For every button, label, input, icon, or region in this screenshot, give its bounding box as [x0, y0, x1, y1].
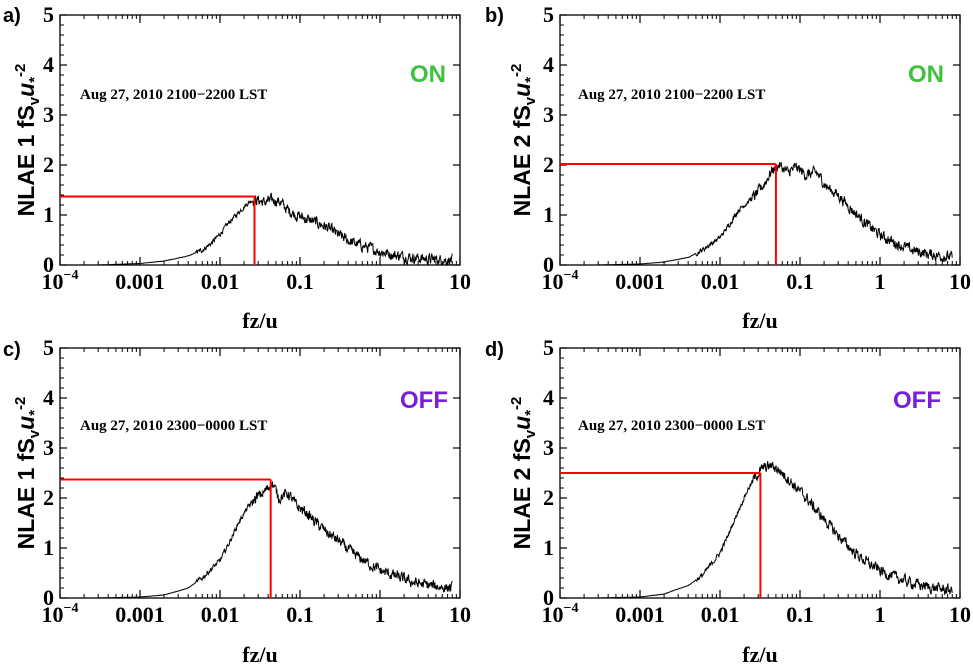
y-tick-label: 4 — [43, 385, 54, 410]
x-tick-label: 0.1 — [286, 269, 314, 294]
x-axis-label: fz/u — [242, 642, 277, 667]
x-tick-label: 0.001 — [115, 269, 165, 294]
y-tick-label: 0 — [543, 585, 554, 610]
x-tick-label: 0.001 — [115, 602, 165, 627]
x-axis-label: fz/u — [742, 308, 777, 333]
y-axis-label: NLAE 2 fSvu*-2 — [508, 64, 539, 217]
x-tick-label: 1 — [875, 602, 886, 627]
x-tick-label: 1 — [375, 602, 386, 627]
y-tick-label: 3 — [43, 102, 54, 127]
y-tick-label: 3 — [543, 435, 554, 460]
x-tick-label: 0.1 — [286, 602, 314, 627]
y-axis-label: NLAE 1 fSvu*-2 — [12, 397, 43, 550]
y-tick-label: 2 — [43, 152, 54, 177]
chart-panel-1: 0 1 2 3 4 5 10−4 0.001 0.01 0.1 1 10 fz/u NLAE 1 fSvu… — [3, 2, 471, 333]
x-tick-label: 0.01 — [201, 269, 240, 294]
x-tick-label: 10−4 — [42, 268, 79, 294]
x-tick-label: 0.1 — [786, 269, 814, 294]
chart-panel-2: 0 1 2 3 4 5 10−4 0.001 0.01 0.1 1 10 fz/u NLAE 2 fSvu… — [485, 2, 971, 333]
y-tick-label: 0 — [43, 585, 54, 610]
x-tick-label: 0.01 — [701, 269, 740, 294]
x-tick-label: 0.001 — [615, 269, 665, 294]
chart-panel-4: 0 1 2 3 4 5 10−4 0.001 0.01 0.1 1 10 fz/u NLAE 2 fSvu… — [485, 335, 971, 667]
y-tick-label: 5 — [43, 2, 54, 27]
y-tick-label: 5 — [543, 2, 554, 27]
plot-frame — [59, 347, 461, 599]
state-label: OFF — [893, 387, 941, 414]
y-axis-label: NLAE 1 fSvu*-2 — [12, 64, 43, 217]
date-annotation: Aug 27, 2010 2100−2200 LST — [578, 87, 765, 103]
x-tick-label: 0.1 — [786, 602, 814, 627]
y-axis-label: NLAE 2 fSvu*-2 — [508, 397, 539, 550]
x-tick-label: 10 — [449, 269, 471, 294]
y-tick-label: 0 — [543, 252, 554, 277]
x-tick-label: 1 — [875, 269, 886, 294]
plot-frame — [59, 14, 461, 266]
chart-panel-3: 0 1 2 3 4 5 10−4 0.001 0.01 0.1 1 10 fz/u NLAE 1 fSvu… — [3, 335, 471, 667]
y-tick-label: 2 — [43, 485, 54, 510]
panel-label: b) — [485, 5, 504, 27]
x-tick-label: 10 — [449, 602, 471, 627]
x-tick-label: 10−4 — [42, 601, 79, 627]
y-tick-label: 2 — [543, 152, 554, 177]
y-tick-label: 5 — [543, 335, 554, 360]
y-tick-label: 4 — [543, 52, 554, 77]
state-label: OFF — [400, 387, 448, 414]
plot-frame — [559, 14, 961, 266]
state-label: ON — [908, 61, 944, 88]
state-label: ON — [410, 61, 446, 88]
x-tick-label: 10 — [949, 269, 971, 294]
x-tick-label: 0.01 — [701, 602, 740, 627]
y-tick-label: 5 — [43, 335, 54, 360]
spectrum-line — [98, 481, 453, 599]
y-tick-label: 4 — [543, 385, 554, 410]
date-annotation: Aug 27, 2010 2300−0000 LST — [80, 418, 267, 434]
y-tick-label: 1 — [543, 535, 554, 560]
y-tick-label: 3 — [543, 102, 554, 127]
x-tick-label: 10 — [949, 602, 971, 627]
x-tick-label: 1 — [375, 269, 386, 294]
spectrum-line — [598, 460, 953, 599]
panel-label: c) — [3, 339, 21, 361]
y-tick-label: 0 — [43, 252, 54, 277]
panel-label: d) — [485, 339, 504, 361]
date-annotation: Aug 27, 2010 2300−0000 LST — [578, 418, 765, 434]
x-axis-label: fz/u — [742, 642, 777, 667]
y-tick-label: 2 — [543, 485, 554, 510]
y-tick-label: 1 — [543, 202, 554, 227]
x-tick-label: 0.01 — [201, 602, 240, 627]
y-tick-label: 1 — [43, 535, 54, 560]
x-tick-label: 0.001 — [615, 602, 665, 627]
y-tick-label: 4 — [43, 52, 54, 77]
spectrum-line — [98, 192, 453, 267]
x-axis-label: fz/u — [242, 308, 277, 333]
date-annotation: Aug 27, 2010 2100−2200 LST — [80, 87, 267, 103]
y-tick-label: 3 — [43, 435, 54, 460]
x-tick-label: 10−4 — [542, 268, 579, 294]
x-tick-label: 10−4 — [542, 601, 579, 627]
y-tick-label: 1 — [43, 202, 54, 227]
panel-label: a) — [3, 5, 21, 27]
